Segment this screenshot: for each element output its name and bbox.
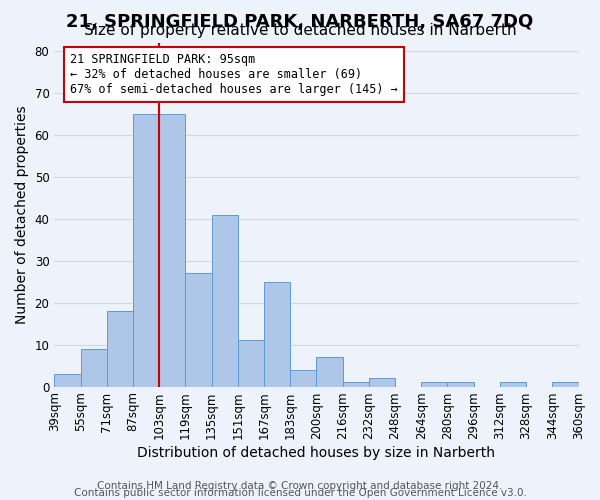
- Bar: [264, 282, 290, 387]
- Bar: [133, 114, 159, 386]
- Bar: [369, 378, 395, 386]
- Bar: [290, 370, 316, 386]
- Bar: [107, 311, 133, 386]
- Bar: [80, 349, 107, 387]
- Text: Contains public sector information licensed under the Open Government Licence v3: Contains public sector information licen…: [74, 488, 526, 498]
- Bar: [159, 114, 185, 386]
- Bar: [552, 382, 578, 386]
- Bar: [343, 382, 369, 386]
- Bar: [185, 274, 212, 386]
- Bar: [238, 340, 264, 386]
- X-axis label: Distribution of detached houses by size in Narberth: Distribution of detached houses by size …: [137, 446, 496, 460]
- Bar: [212, 214, 238, 386]
- Text: Size of property relative to detached houses in Narberth: Size of property relative to detached ho…: [83, 22, 517, 38]
- Bar: [54, 374, 80, 386]
- Bar: [500, 382, 526, 386]
- Text: 21, SPRINGFIELD PARK, NARBERTH, SA67 7DQ: 21, SPRINGFIELD PARK, NARBERTH, SA67 7DQ: [67, 12, 533, 30]
- Text: 21 SPRINGFIELD PARK: 95sqm
← 32% of detached houses are smaller (69)
67% of semi: 21 SPRINGFIELD PARK: 95sqm ← 32% of deta…: [70, 53, 398, 96]
- Bar: [421, 382, 448, 386]
- Text: Contains HM Land Registry data © Crown copyright and database right 2024.: Contains HM Land Registry data © Crown c…: [97, 481, 503, 491]
- Bar: [448, 382, 473, 386]
- Bar: [316, 357, 343, 386]
- Y-axis label: Number of detached properties: Number of detached properties: [15, 105, 29, 324]
